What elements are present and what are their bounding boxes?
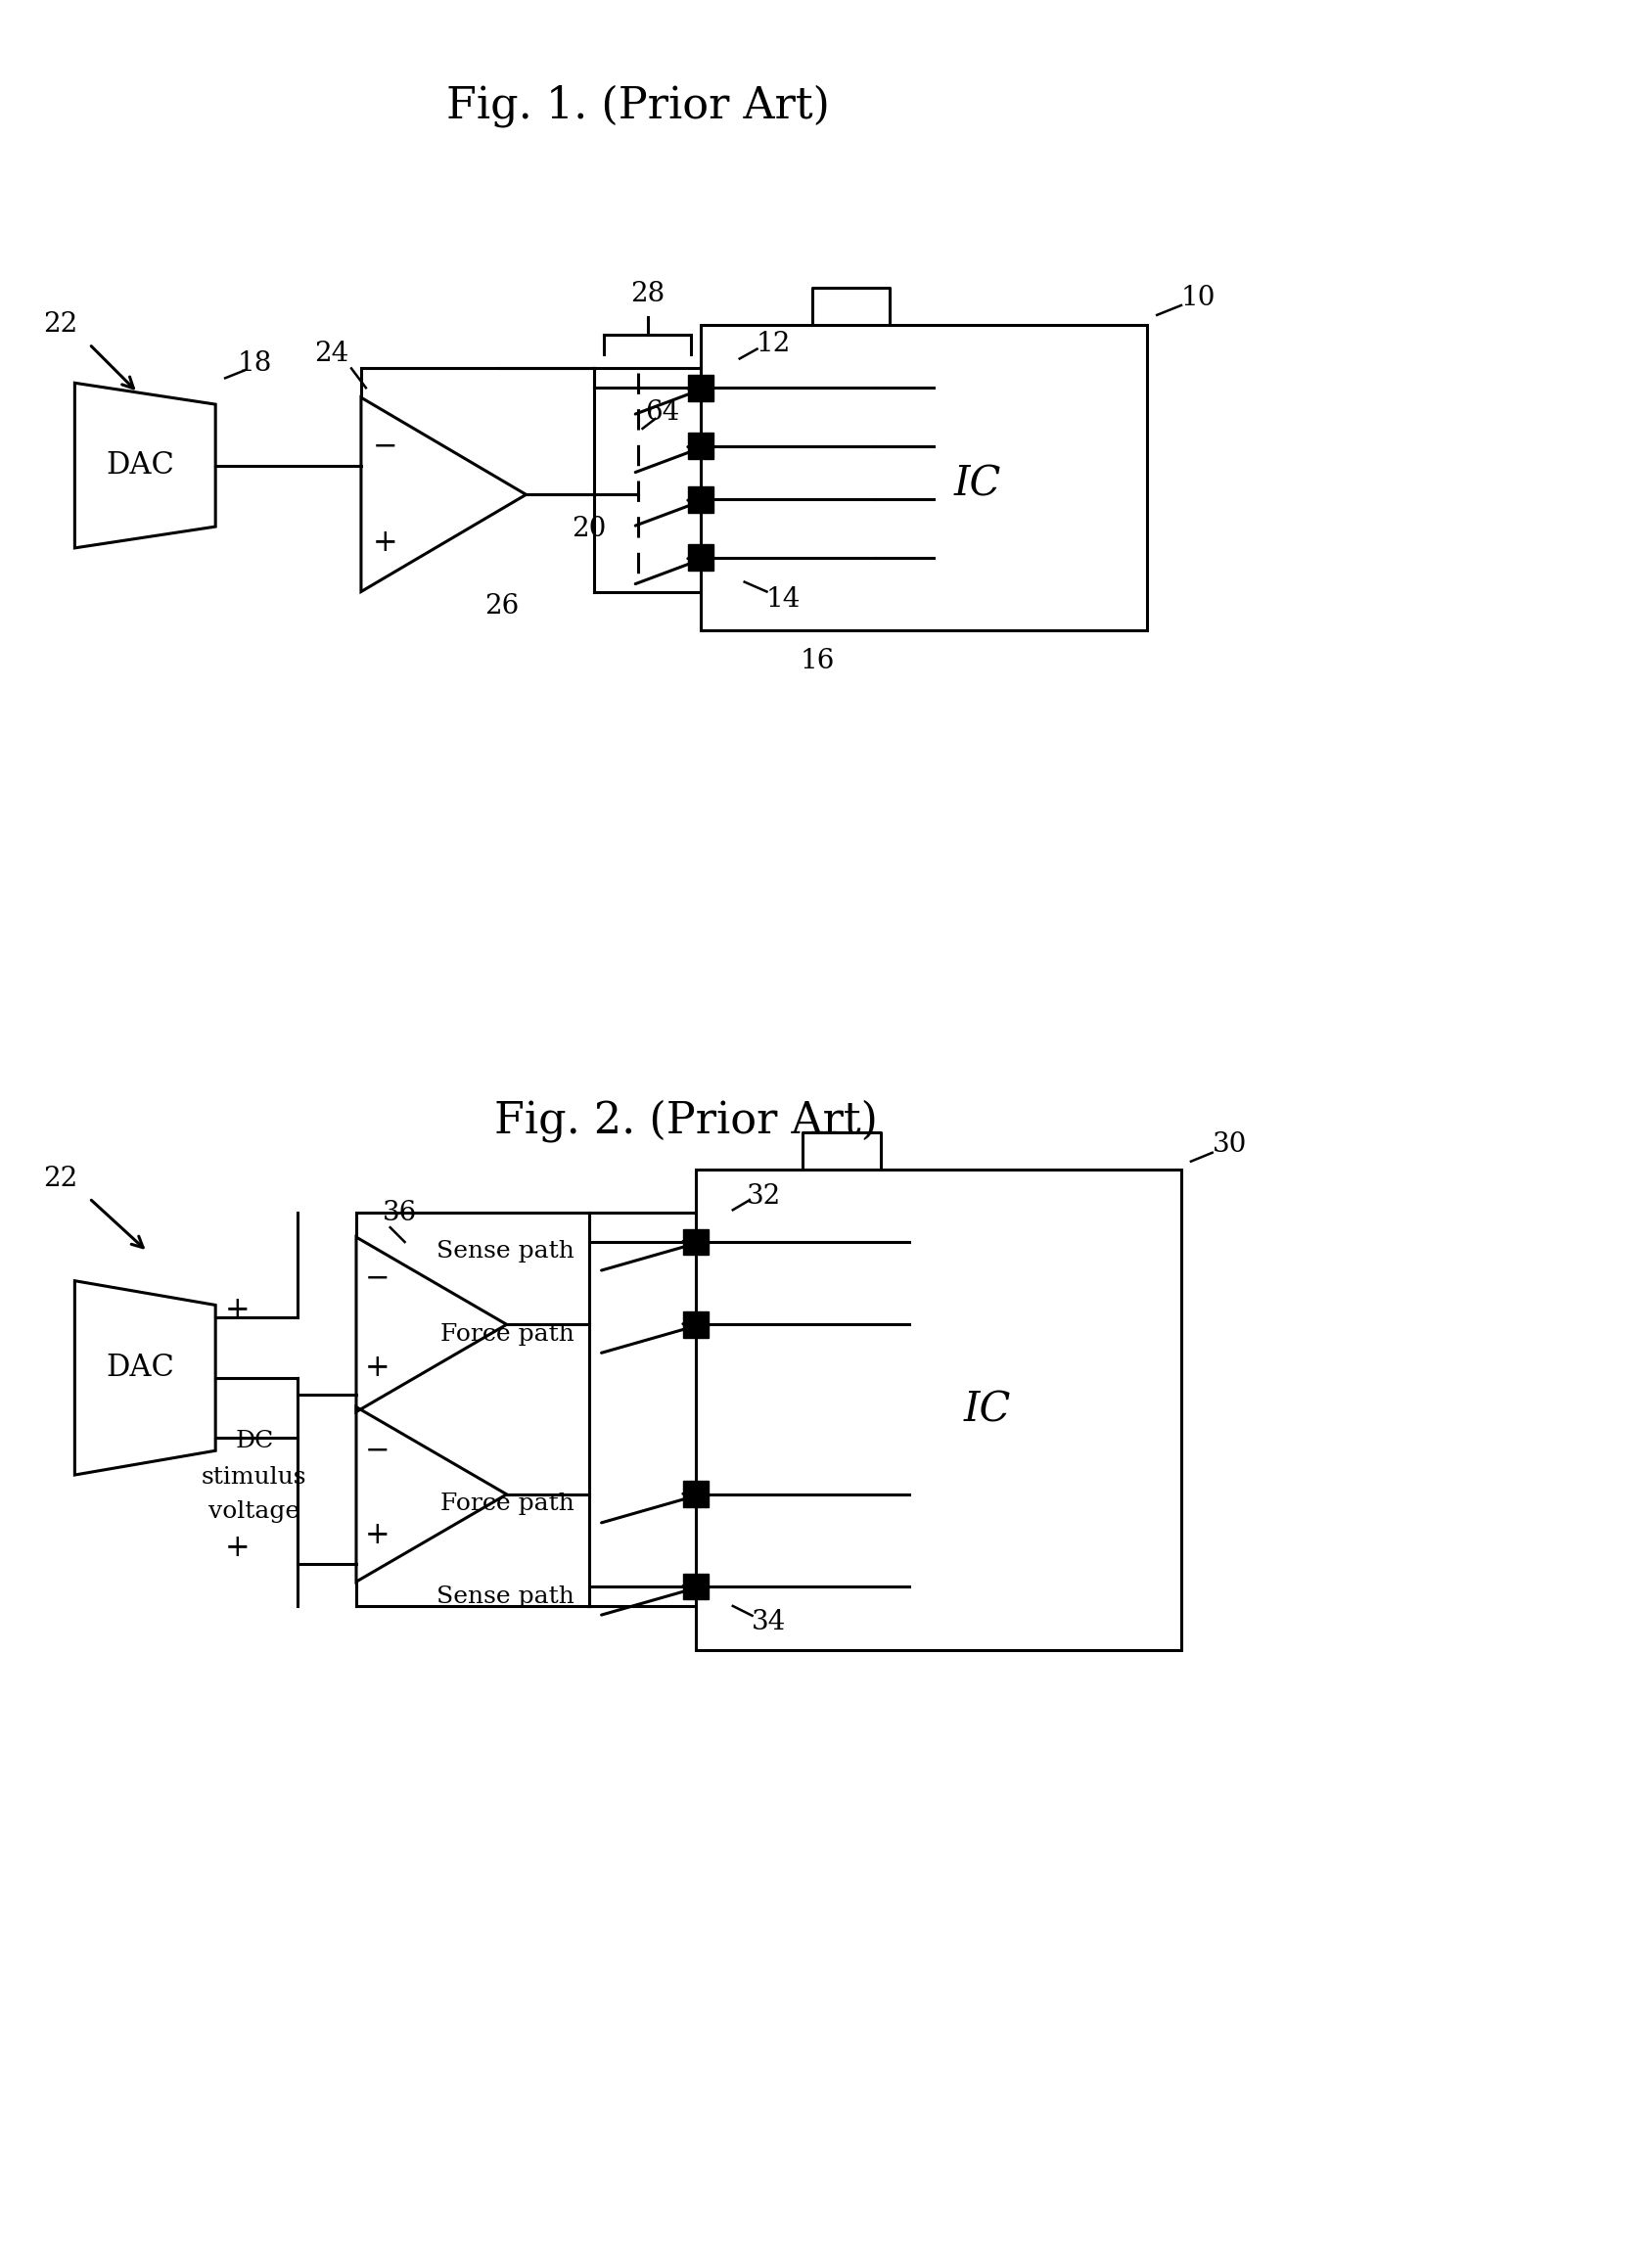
Text: Fig. 2. (Prior Art): Fig. 2. (Prior Art) — [494, 1098, 877, 1141]
Text: +: + — [373, 529, 398, 558]
Text: 22: 22 — [43, 311, 78, 338]
Text: 30: 30 — [1213, 1132, 1247, 1157]
Text: Sense path: Sense path — [436, 1240, 575, 1263]
Bar — [682, 1573, 709, 1600]
Text: 16: 16 — [800, 648, 834, 675]
Text: 14: 14 — [767, 585, 801, 612]
Bar — [687, 432, 714, 459]
Text: 20: 20 — [572, 515, 606, 542]
Text: 18: 18 — [236, 351, 271, 376]
Bar — [687, 486, 714, 513]
Text: 36: 36 — [383, 1200, 418, 1227]
Text: −: − — [365, 1263, 390, 1292]
Text: Force path: Force path — [441, 1324, 575, 1346]
Bar — [682, 1229, 709, 1256]
Text: voltage: voltage — [208, 1501, 301, 1524]
Bar — [695, 1168, 1181, 1650]
Text: 64: 64 — [644, 398, 679, 425]
Text: IC: IC — [963, 1389, 1011, 1429]
Text: 12: 12 — [757, 331, 791, 358]
Text: Force path: Force path — [441, 1492, 575, 1515]
Bar — [700, 324, 1146, 630]
Text: 22: 22 — [43, 1166, 78, 1193]
Text: 34: 34 — [752, 1609, 786, 1636]
Text: −: − — [365, 1436, 390, 1465]
Text: 26: 26 — [484, 592, 519, 619]
Text: +: + — [225, 1294, 251, 1326]
Text: −: − — [373, 430, 398, 461]
Text: IC: IC — [953, 464, 1001, 504]
Bar — [682, 1481, 709, 1508]
Text: 32: 32 — [747, 1184, 781, 1209]
Text: 10: 10 — [1181, 284, 1216, 311]
Bar — [682, 1312, 709, 1337]
Bar — [687, 545, 714, 572]
Bar — [687, 374, 714, 401]
Text: DC: DC — [235, 1429, 274, 1452]
Text: 28: 28 — [629, 281, 664, 306]
Text: Sense path: Sense path — [436, 1585, 575, 1607]
Text: +: + — [225, 1533, 251, 1562]
Text: +: + — [365, 1353, 390, 1384]
Text: DAC: DAC — [106, 450, 175, 482]
Text: +: + — [365, 1519, 390, 1551]
Text: 24: 24 — [314, 340, 349, 367]
Text: DAC: DAC — [106, 1353, 175, 1384]
Text: Fig. 1. (Prior Art): Fig. 1. (Prior Art) — [446, 86, 829, 128]
Text: stimulus: stimulus — [202, 1465, 307, 1488]
